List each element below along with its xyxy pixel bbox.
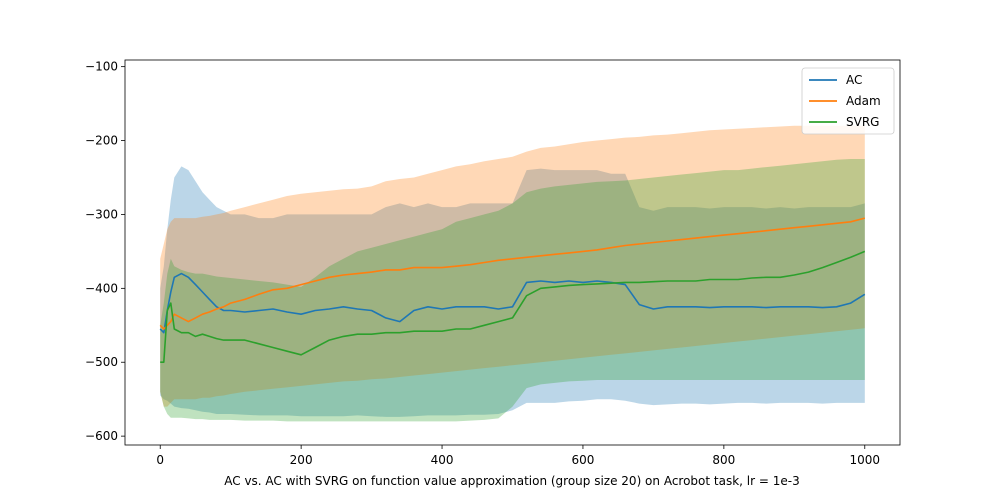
x-tick-label: 1000 — [849, 453, 880, 467]
band-svrg — [160, 159, 865, 422]
x-axis-label: AC vs. AC with SVRG on function value ap… — [224, 474, 799, 488]
y-tick-label: −300 — [85, 207, 118, 221]
x-tick-label: 600 — [572, 453, 595, 467]
legend-label-ac: AC — [846, 73, 862, 87]
x-tick-label: 0 — [156, 453, 164, 467]
y-tick-label: −200 — [85, 134, 118, 148]
x-tick-label: 400 — [431, 453, 454, 467]
y-tick-label: −400 — [85, 281, 118, 295]
plot-frame — [124, 59, 901, 446]
line-adam — [159, 217, 866, 330]
line-svrg — [160, 250, 866, 364]
band-adam — [160, 125, 865, 407]
y-axis-ticks: −100 −200 −300 −400 −500 −600 — [85, 60, 125, 443]
x-axis-ticks: 0 200 400 600 800 1000 — [156, 445, 880, 467]
x-tick-label: 800 — [712, 453, 735, 467]
line-ac — [159, 272, 866, 334]
y-tick-label: −100 — [85, 60, 118, 74]
y-tick-label: −500 — [85, 355, 118, 369]
series-lines — [159, 217, 866, 364]
legend-label-adam: Adam — [846, 94, 881, 108]
x-tick-label: 200 — [290, 453, 313, 467]
y-tick-label: −600 — [85, 429, 118, 443]
confidence-bands — [160, 125, 865, 422]
legend: AC Adam SVRG — [801, 67, 895, 135]
legend-box — [801, 67, 895, 135]
band-ac — [160, 166, 865, 417]
legend-label-svrg: SVRG — [846, 115, 879, 129]
